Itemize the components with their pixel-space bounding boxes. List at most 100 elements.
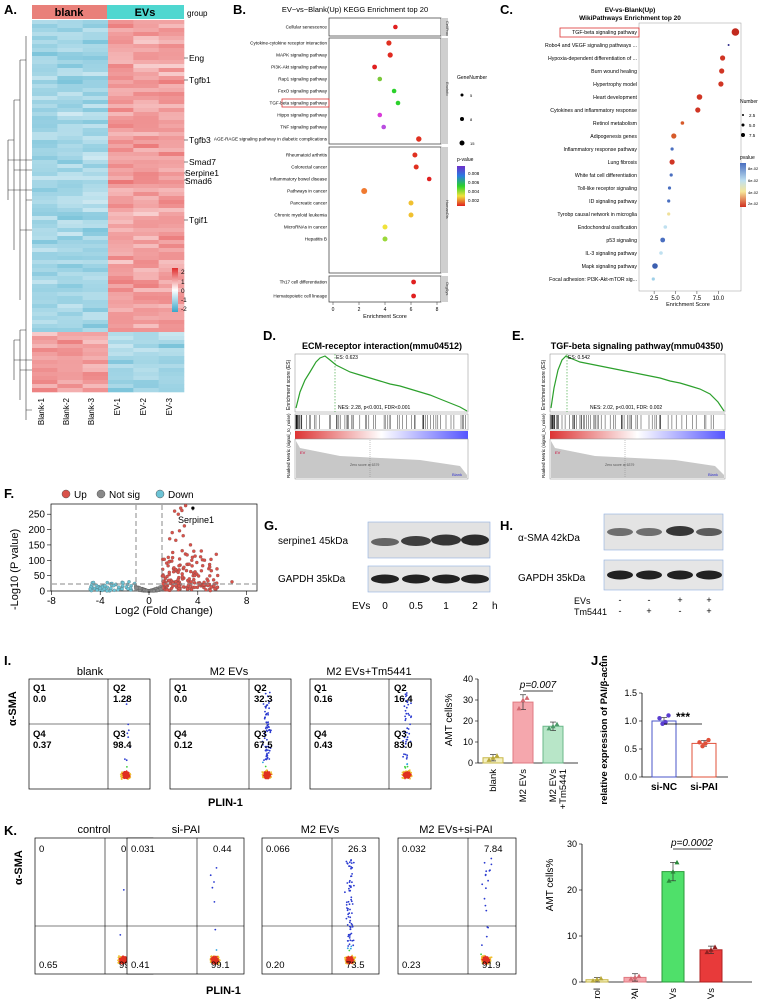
- wiki-term: Focal adhesion: PI3K-Akt-mTOR sig...: [549, 277, 637, 283]
- heatmap-cell: [82, 308, 109, 313]
- heatmap-cell: [158, 388, 185, 393]
- flow-event: [405, 712, 408, 715]
- heatmap-cell: [32, 132, 58, 137]
- heatmap-cell: [32, 344, 58, 349]
- wiki-x-axis: 2.5 5.0 7.5 10.0: [650, 291, 725, 302]
- flow-quadrant-label: 0.12: [174, 740, 193, 751]
- heatmap-cell: [133, 336, 159, 341]
- heatmap-cell: [32, 388, 58, 393]
- heatmap-cell: [82, 380, 109, 385]
- flow-quadrant-label: Q2: [394, 683, 407, 694]
- flow-event: [267, 749, 269, 752]
- heatmap-cell: [32, 384, 58, 389]
- gsea-e-es: ES: 0.542: [568, 355, 590, 361]
- wiki-term: Heart development: [593, 95, 637, 101]
- heatmap-cell: [32, 44, 58, 49]
- sample-label: Blank-3: [87, 397, 96, 425]
- gsea-d-plot: ES: 0.623 NES: 2.28, p<0.001, FDR<0.001 …: [294, 353, 469, 480]
- heatmap-cell: [82, 272, 109, 277]
- flow-event: [263, 737, 266, 740]
- flow-event: [352, 861, 355, 864]
- flow-event: [215, 867, 218, 869]
- flow-event: [348, 903, 351, 906]
- heatmap-cell: [158, 256, 185, 261]
- volcano-ytick-label: 100: [28, 556, 45, 567]
- flow-event: [406, 756, 408, 758]
- heatmap-cell: [57, 384, 83, 389]
- flow-event: [267, 775, 269, 778]
- flow-event: [262, 703, 265, 705]
- volcano-point: [198, 555, 203, 559]
- heatmap-cell: [133, 192, 159, 197]
- flow-event: [407, 728, 410, 730]
- heatmap-cell: [158, 188, 185, 193]
- volcano-point: [165, 588, 169, 592]
- heatmap-cell: [32, 136, 58, 141]
- heatmap-cell: [133, 312, 159, 317]
- volcano-point: [166, 564, 170, 568]
- wiki-dot: [659, 251, 663, 255]
- flow-event: [127, 729, 130, 732]
- flow-event: [263, 731, 266, 734]
- heatmap-cell: [57, 296, 83, 301]
- flow-event: [348, 887, 350, 890]
- heatmap-cell: [158, 180, 185, 185]
- heatmap-cell: [32, 248, 58, 253]
- heatmap-cell: [158, 44, 185, 49]
- kegg-term: AGE-RAGE signaling pathway in diabetic c…: [214, 137, 328, 142]
- heatmap-cell: [133, 120, 159, 125]
- heatmap-cell: [108, 248, 134, 253]
- heatmap-cell: [57, 372, 83, 377]
- kegg-term: Pathways in cancer: [287, 189, 327, 194]
- heatmap-cell: [158, 136, 185, 141]
- flow-event: [406, 771, 409, 773]
- flow-event: [485, 935, 488, 938]
- heatmap-cell: [108, 44, 134, 49]
- heatmap-legend: 2 1 0 -1 -2: [172, 268, 187, 313]
- flow-event: [350, 900, 353, 903]
- heatmap-cell: [57, 260, 83, 265]
- heatmap-cell: [108, 140, 134, 145]
- bar-point: [490, 755, 496, 760]
- flow-event: [487, 926, 489, 929]
- heatmap-cell: [133, 116, 159, 121]
- heatmap-cell: [158, 20, 185, 25]
- heatmap-cell: [57, 236, 83, 241]
- heatmap-cell: [133, 56, 159, 61]
- heatmap-cell: [32, 316, 58, 321]
- volcano-point: [177, 584, 181, 588]
- heatmap-cell: [108, 108, 134, 113]
- heatmap-cell: [133, 236, 159, 241]
- number-legend-dot: [741, 123, 745, 127]
- flow-event: [490, 857, 493, 860]
- heatmap-cell: [133, 128, 159, 133]
- heatmap-cell: [57, 48, 83, 53]
- heatmap-cell: [82, 220, 109, 225]
- bar-point: [486, 757, 492, 762]
- heatmap-cell: [108, 344, 134, 349]
- heatmap-cell: [82, 168, 109, 173]
- volcano-point: [199, 549, 203, 553]
- heatmap-cell: [133, 72, 159, 77]
- heatmap-dendrogram: [7, 36, 32, 420]
- heatmap-cell: [108, 168, 134, 173]
- heatmap-cell: [133, 300, 159, 305]
- heatmap-cell: [158, 308, 185, 313]
- flow-quadrant-label: 83.0: [394, 740, 413, 751]
- kegg-highlight-box: [281, 98, 330, 108]
- wb-g-evs-label: EVs: [352, 601, 370, 612]
- wiki-dot: [727, 44, 730, 46]
- flow-event: [404, 709, 407, 712]
- heatmap-cell: [57, 364, 83, 369]
- heatmap-cell: [57, 184, 83, 189]
- flow-event: [404, 717, 407, 720]
- heatmap-cell: [158, 288, 185, 293]
- volcano-point: [192, 573, 197, 578]
- volcano-point: [188, 569, 193, 574]
- kegg-dot: [426, 176, 432, 182]
- wb-h-tm-sign: +: [706, 606, 711, 616]
- flow-event: [351, 873, 353, 875]
- heatmap-cell: [82, 328, 109, 333]
- heatmap-cell: [57, 92, 83, 97]
